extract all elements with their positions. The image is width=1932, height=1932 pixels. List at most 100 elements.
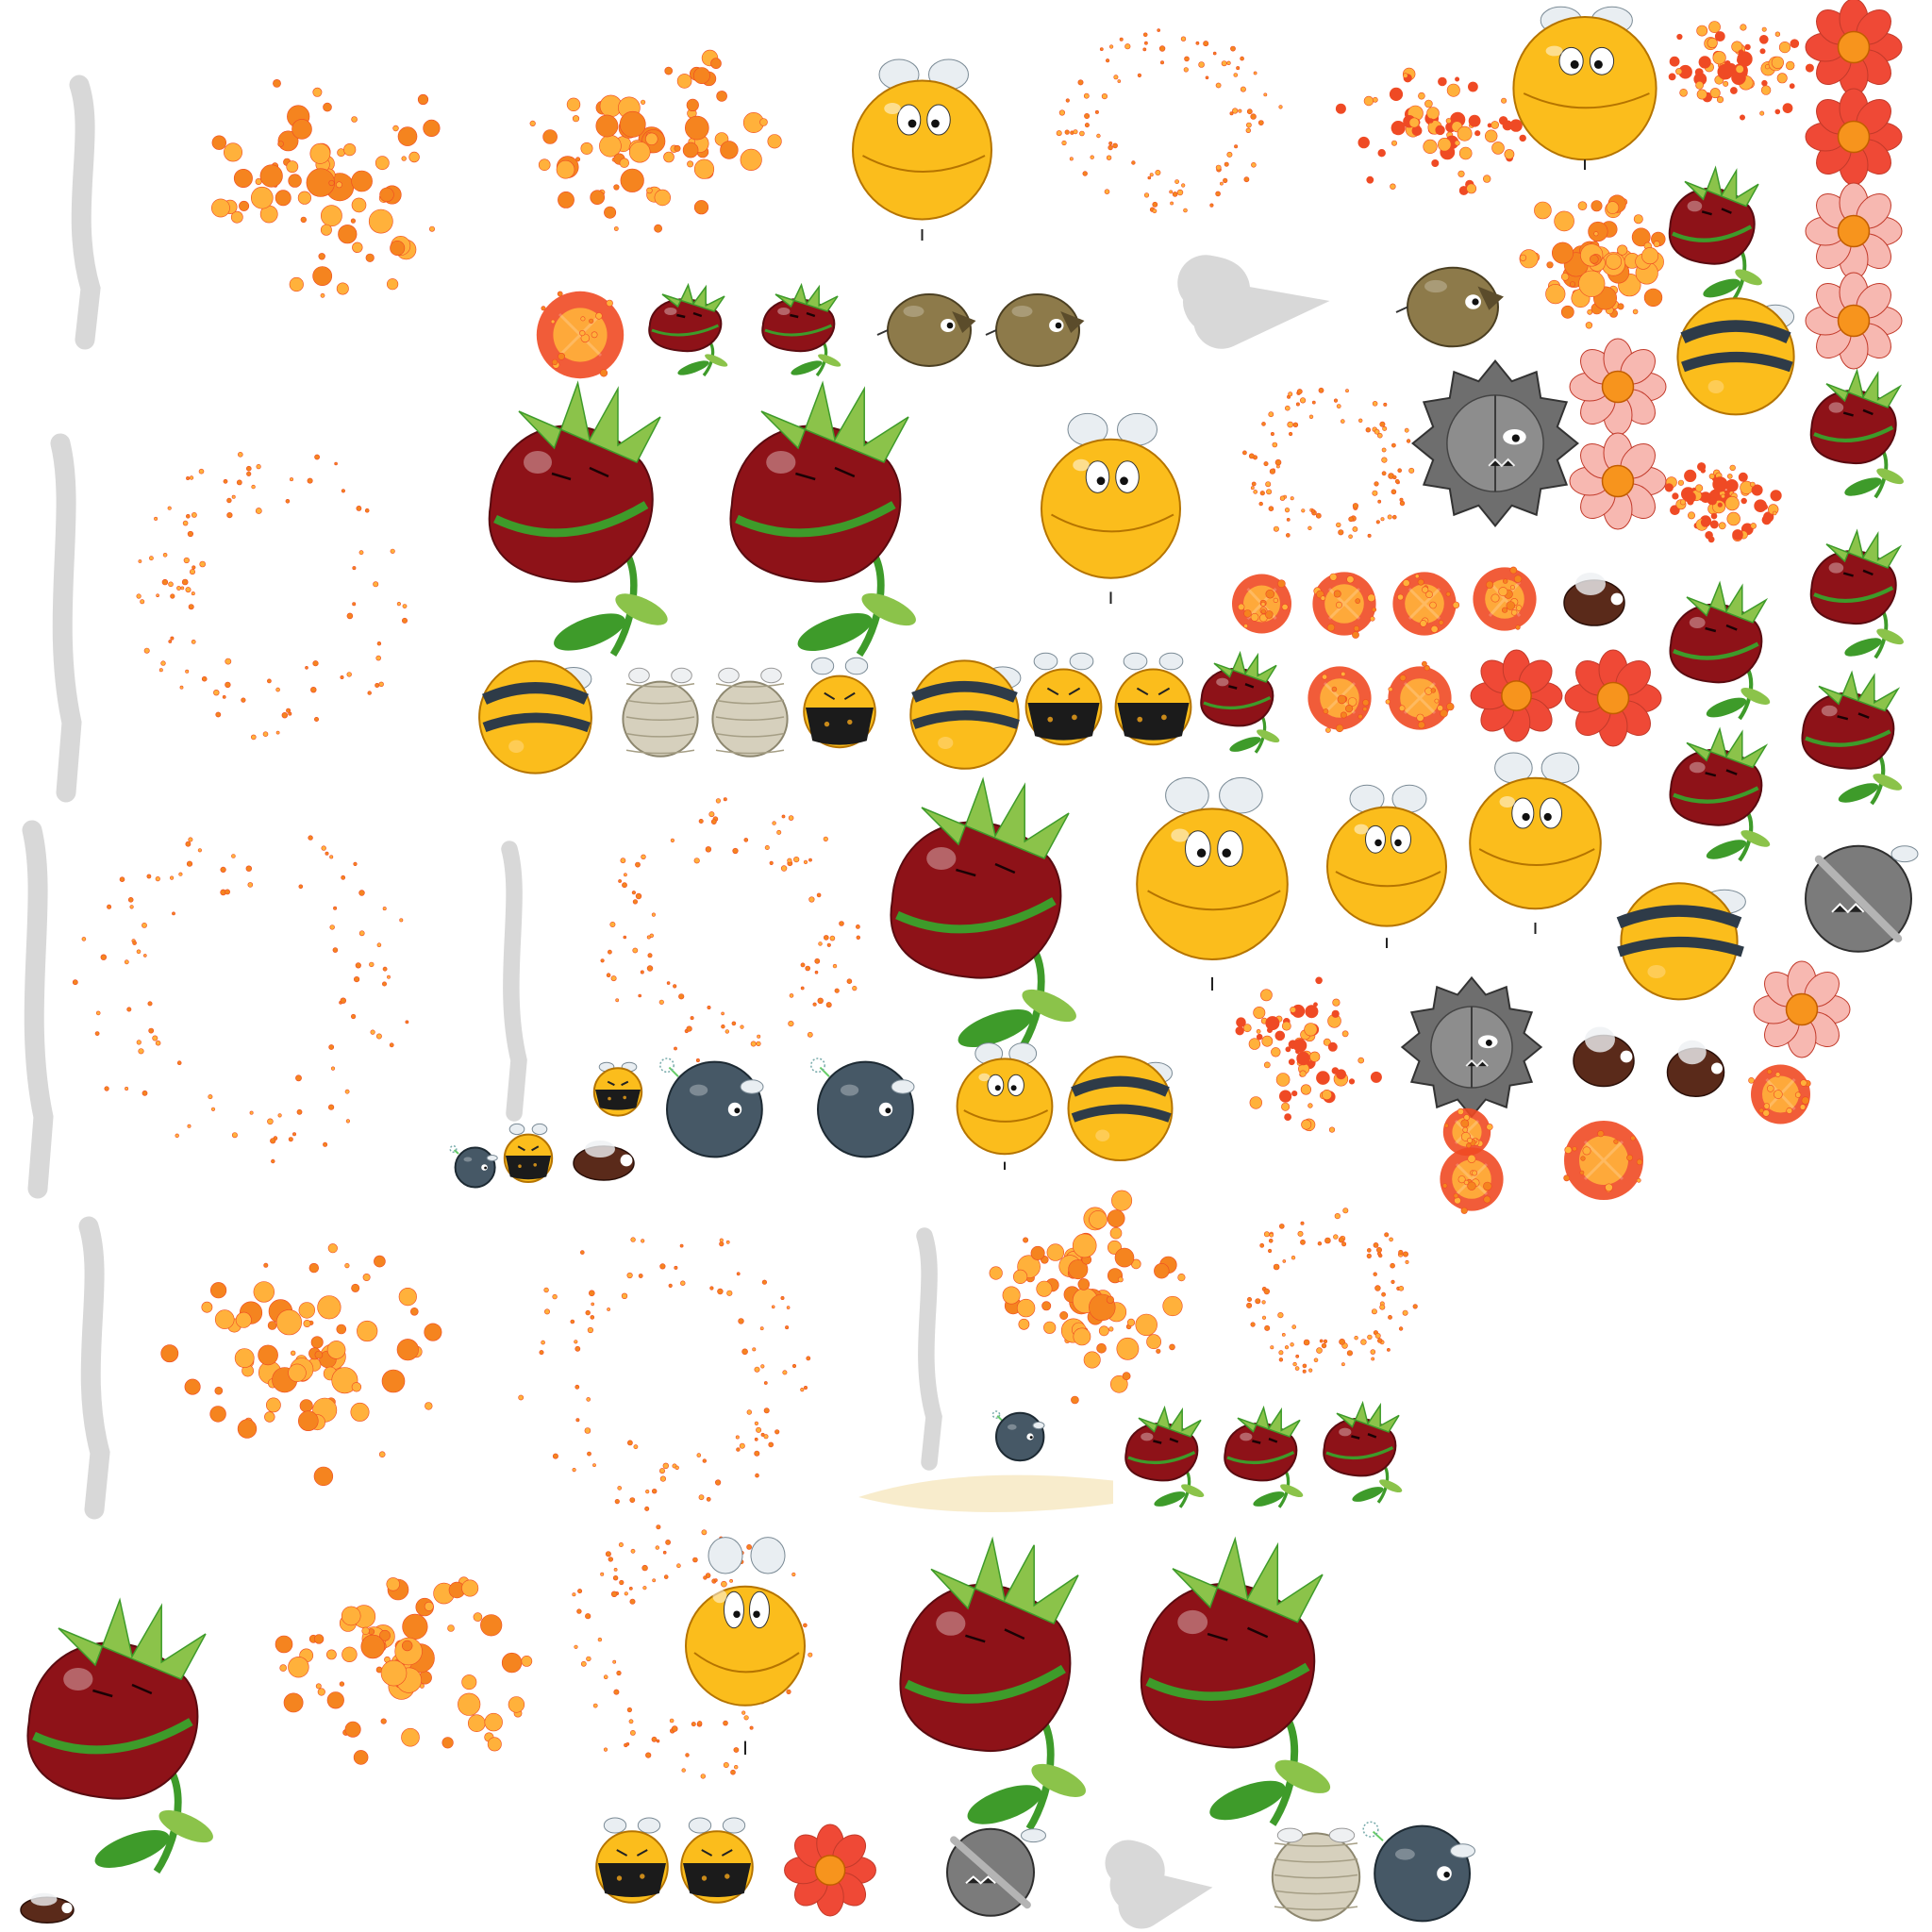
strawberry-monster-icon — [882, 1533, 1127, 1835]
potato-bug-icon — [985, 278, 1090, 373]
bee-mummy-icon — [708, 665, 792, 769]
particle-ring-icon — [585, 783, 877, 1085]
strawberry-monster-icon — [712, 377, 958, 660]
explosion-icon — [1434, 1141, 1509, 1217]
explosion-icon — [1439, 1104, 1495, 1160]
flower-icon — [1564, 649, 1662, 747]
explosion-icon — [1557, 1113, 1651, 1208]
flower-pink-icon — [1802, 272, 1906, 370]
particle-ring-icon — [1236, 377, 1424, 557]
bee-bomb-icon — [656, 1047, 769, 1160]
particle-ring-icon — [1236, 1198, 1424, 1387]
particle-ring-icon — [123, 434, 425, 755]
bee-round-icon — [948, 1038, 1061, 1170]
bee-mummy-icon — [1264, 1825, 1368, 1924]
flower-icon — [783, 1824, 877, 1917]
bee-round-icon — [840, 52, 1005, 241]
dust-trail-icon — [858, 1457, 1113, 1524]
particle-burst-icon — [1660, 453, 1783, 547]
particle-ring-icon — [505, 1212, 825, 1524]
explosion-icon — [1226, 566, 1297, 641]
bee-round-icon — [1028, 406, 1193, 604]
particle-burst-icon — [514, 38, 788, 241]
bee-sunglasses-icon — [590, 1061, 646, 1118]
bee-round-icon — [1123, 769, 1302, 991]
flower-pink-icon — [1753, 960, 1851, 1058]
particle-burst-icon — [1321, 57, 1547, 203]
strawberry-monster-icon — [1193, 650, 1297, 755]
propeller-mine-icon — [1792, 830, 1924, 962]
propeller-mine-icon — [929, 1816, 1052, 1924]
strawberry-monster-icon — [1660, 165, 1783, 302]
particle-burst-icon — [972, 1174, 1198, 1410]
bee-sunglasses-icon — [797, 656, 882, 759]
smoke-streak-icon — [1075, 1840, 1213, 1929]
bee-round-icon — [675, 1528, 816, 1755]
bee-sunglasses-icon — [675, 1816, 759, 1910]
particle-burst-icon — [264, 1547, 547, 1783]
strawberry-monster-icon — [641, 282, 745, 377]
strawberry-monster-icon — [9, 1594, 255, 1877]
bee-bomb-icon — [1358, 1811, 1481, 1924]
fly-icon — [1566, 1014, 1641, 1099]
strawberry-monster-icon — [1802, 528, 1924, 660]
bee-striped-icon — [1670, 288, 1802, 420]
particle-burst-icon — [156, 1236, 467, 1491]
bee-sunglasses-icon — [500, 1123, 557, 1189]
flower-pink-icon — [1566, 432, 1670, 530]
strawberry-monster-icon — [1802, 368, 1924, 500]
strawberry-monster-icon — [1217, 1405, 1321, 1509]
particle-ring-icon — [1047, 19, 1292, 222]
explosion-icon — [1307, 566, 1382, 641]
particle-ring-icon — [57, 802, 434, 1179]
bee-striped-icon — [1604, 873, 1755, 1005]
particle-burst-icon — [203, 42, 467, 311]
strawberry-monster-icon — [1792, 670, 1924, 807]
bee-bomb-icon — [448, 1141, 500, 1189]
potato-bug-icon — [876, 278, 981, 373]
bee-sunglasses-icon — [590, 1816, 675, 1910]
flower-icon — [1802, 88, 1906, 186]
particle-burst-icon — [1226, 972, 1387, 1141]
fly-icon — [566, 1132, 641, 1189]
smoke-streak-icon — [9, 820, 66, 1199]
strawberry-monster-icon — [755, 282, 858, 377]
strawberry-monster-icon — [1123, 1533, 1373, 1830]
smoke-streak-icon — [66, 1216, 123, 1520]
bee-sunglasses-icon — [1019, 651, 1108, 755]
bee-bomb-icon — [991, 1406, 1047, 1462]
strawberry-monster-icon — [1316, 1400, 1420, 1505]
explosion-icon — [1302, 660, 1377, 736]
explosion-icon — [1382, 660, 1457, 736]
smoke-streak-icon — [906, 1227, 953, 1471]
bee-round-icon — [1316, 778, 1457, 948]
bee-bomb-icon — [807, 1047, 920, 1160]
potato-bug-icon — [1395, 250, 1509, 354]
smoke-streak-icon — [57, 75, 113, 350]
flower-pink-icon — [1566, 338, 1670, 436]
bee-round-icon — [1457, 745, 1613, 934]
smoke-streak-icon — [1141, 255, 1330, 349]
strawberry-monster-icon — [873, 774, 1118, 1057]
spiked-mine-icon — [1406, 349, 1585, 538]
flower-icon — [1470, 649, 1563, 742]
fly-icon — [14, 1887, 80, 1929]
explosion-icon — [1745, 1057, 1816, 1132]
flower-icon — [1802, 0, 1906, 96]
explosion-icon — [1387, 566, 1462, 641]
fly-icon — [1660, 1028, 1731, 1108]
bee-striped-icon — [901, 651, 1028, 774]
smoke-streak-icon — [38, 433, 94, 803]
bee-striped-icon — [472, 651, 599, 778]
strawberry-monster-icon — [472, 377, 708, 660]
fly-icon — [1557, 561, 1632, 637]
bee-striped-icon — [1061, 1047, 1179, 1165]
bee-round-icon — [1500, 0, 1670, 170]
bee-sunglasses-icon — [1108, 651, 1198, 755]
flower-pink-icon — [1802, 182, 1906, 280]
explosion-icon — [528, 283, 632, 387]
strawberry-monster-icon — [1660, 726, 1792, 863]
strawberry-monster-icon — [1118, 1405, 1222, 1509]
spiked-mine-icon — [1396, 943, 1547, 1151]
